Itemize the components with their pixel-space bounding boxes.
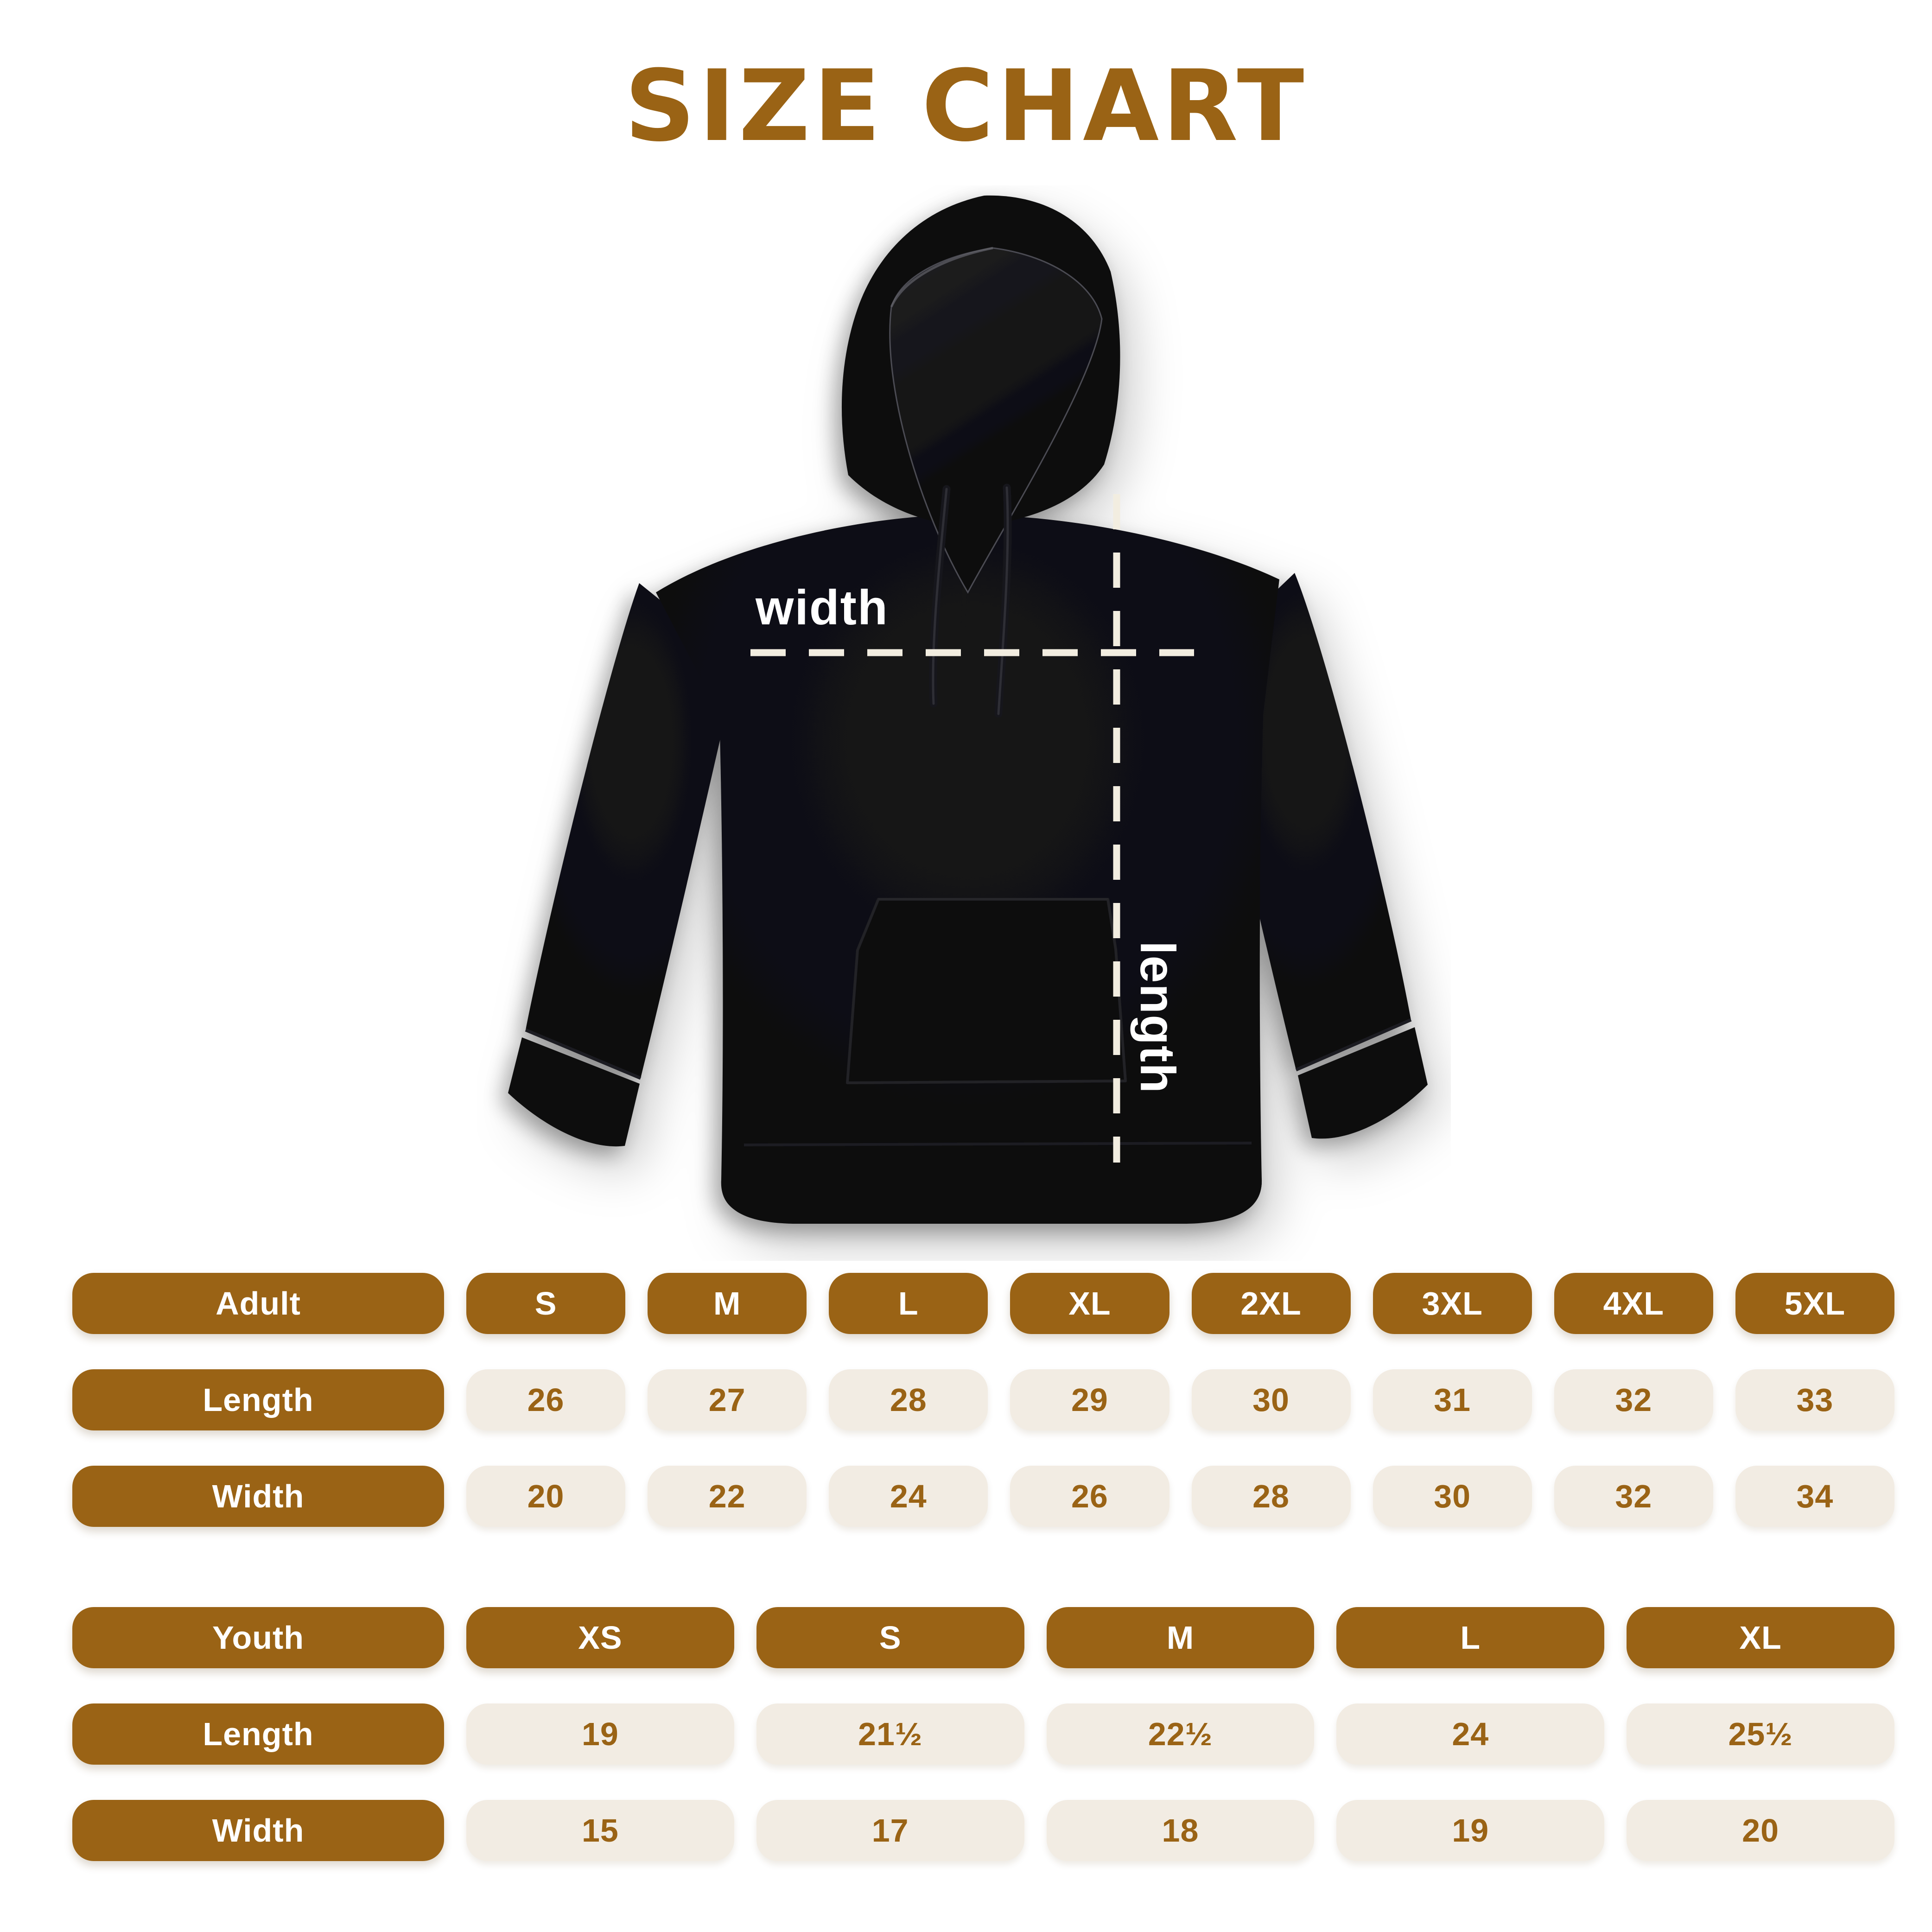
youth-length-cell: 24 bbox=[1336, 1703, 1605, 1765]
adult-width-cell: 24 bbox=[829, 1466, 988, 1527]
youth-table-title: Youth bbox=[72, 1607, 444, 1668]
adult-length-cell: 26 bbox=[466, 1369, 626, 1430]
drawstring-right-highlight bbox=[997, 486, 1009, 715]
adult-length-cell: 28 bbox=[829, 1369, 988, 1430]
adult-length-cell: 33 bbox=[1735, 1369, 1894, 1430]
adult-size-m: M bbox=[648, 1273, 807, 1334]
hoodie-body bbox=[656, 515, 1279, 1221]
drawstring-left-highlight bbox=[932, 488, 948, 705]
adult-size-table: Adult S M L XL 2XL 3XL 4XL 5XL Length 26… bbox=[72, 1273, 1894, 1527]
hood-rim-highlight bbox=[890, 247, 993, 308]
youth-length-cell: 21½ bbox=[756, 1703, 1024, 1765]
youth-size-xs: XS bbox=[466, 1607, 734, 1668]
youth-width-cell: 20 bbox=[1627, 1800, 1894, 1861]
hoodie-graphic bbox=[508, 195, 1428, 1224]
hoodie-right-cuff bbox=[1298, 1027, 1428, 1139]
youth-size-l: L bbox=[1336, 1607, 1605, 1668]
youth-width-cell: 15 bbox=[466, 1800, 734, 1861]
width-measure-label: width bbox=[756, 580, 889, 635]
adult-width-cell: 34 bbox=[1735, 1466, 1894, 1527]
youth-size-m: M bbox=[1046, 1607, 1315, 1668]
right-cuff-seam bbox=[1295, 1018, 1412, 1072]
adult-width-cell: 22 bbox=[648, 1466, 807, 1527]
adult-length-cell: 29 bbox=[1010, 1369, 1169, 1430]
length-measure-label: length bbox=[1130, 941, 1185, 1094]
adult-table-title: Adult bbox=[72, 1273, 444, 1334]
adult-size-3xl: 3XL bbox=[1373, 1273, 1532, 1334]
hem-seam bbox=[744, 1142, 1252, 1146]
adult-width-cell: 26 bbox=[1010, 1466, 1169, 1527]
adult-width-cell: 30 bbox=[1373, 1466, 1532, 1527]
page-title: SIZE CHART bbox=[624, 49, 1308, 163]
adult-length-cell: 31 bbox=[1373, 1369, 1532, 1430]
adult-size-2xl: 2XL bbox=[1191, 1273, 1351, 1334]
youth-length-cell: 25½ bbox=[1627, 1703, 1894, 1765]
hoodie-left-sleeve bbox=[526, 583, 738, 1078]
adult-length-cell: 27 bbox=[648, 1369, 807, 1430]
adult-width-row-label: Width bbox=[72, 1466, 444, 1527]
adult-size-s: S bbox=[466, 1273, 626, 1334]
kangaroo-pocket bbox=[846, 898, 1127, 1084]
youth-width-cell: 19 bbox=[1336, 1800, 1605, 1861]
youth-size-table: Youth XS S M L XL Length 19 21½ 22½ 24 2… bbox=[72, 1607, 1894, 1861]
adult-length-cell: 32 bbox=[1554, 1369, 1713, 1430]
adult-width-cell: 28 bbox=[1191, 1466, 1351, 1527]
youth-width-cell: 18 bbox=[1046, 1800, 1315, 1861]
adult-size-l: L bbox=[829, 1273, 988, 1334]
adult-length-cell: 30 bbox=[1191, 1369, 1351, 1430]
left-cuff-seam bbox=[525, 1028, 642, 1080]
adult-width-cell: 32 bbox=[1554, 1466, 1713, 1527]
youth-length-cell: 22½ bbox=[1046, 1703, 1315, 1765]
adult-size-5xl: 5XL bbox=[1735, 1273, 1894, 1334]
youth-size-xl: XL bbox=[1627, 1607, 1894, 1668]
hoodie-left-cuff bbox=[508, 1037, 640, 1147]
youth-length-row-label: Length bbox=[72, 1703, 444, 1765]
adult-width-cell: 20 bbox=[466, 1466, 626, 1527]
youth-length-cell: 19 bbox=[466, 1703, 734, 1765]
youth-width-cell: 17 bbox=[756, 1800, 1024, 1861]
youth-width-row-label: Width bbox=[72, 1800, 444, 1861]
youth-size-s: S bbox=[756, 1607, 1024, 1668]
hoodie-illustration: width length bbox=[477, 185, 1451, 1261]
hoodie-hem-band bbox=[721, 1141, 1262, 1224]
hoodie-garment bbox=[508, 195, 1428, 1224]
adult-size-4xl: 4XL bbox=[1554, 1273, 1713, 1334]
adult-length-row-label: Length bbox=[72, 1369, 444, 1430]
adult-size-xl: XL bbox=[1010, 1273, 1169, 1334]
